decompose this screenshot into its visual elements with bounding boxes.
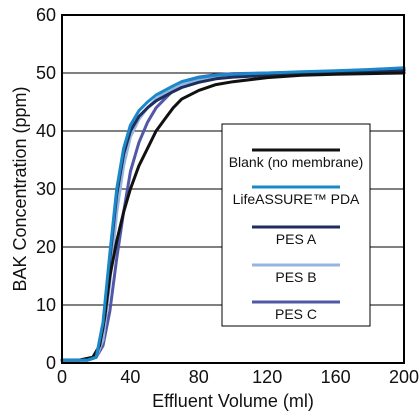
series-line-1 xyxy=(60,66,406,362)
x-axis-ticks: 0 40 80 120 160 200 xyxy=(57,367,419,387)
x-tick-label: 160 xyxy=(321,367,351,387)
y-tick-label: 20 xyxy=(36,237,56,257)
legend-label: PES A xyxy=(276,231,317,247)
x-axis-title: Effluent Volume (ml) xyxy=(152,391,314,411)
x-tick-label: 0 xyxy=(57,367,67,387)
x-tick-label: 40 xyxy=(120,367,140,387)
y-axis-ticks: 0 10 20 30 40 50 60 xyxy=(36,5,56,373)
legend-label: Blank (no membrane) xyxy=(229,154,364,170)
y-axis-title: BAK Concentration (ppm) xyxy=(10,86,30,291)
x-tick-label: 80 xyxy=(189,367,209,387)
legend-box xyxy=(221,123,371,327)
y-tick-label: 50 xyxy=(36,63,56,83)
y-tick-label: 60 xyxy=(36,5,56,25)
legend-label: PES C xyxy=(275,306,317,322)
plot-frame xyxy=(61,14,405,364)
y-tick-label: 40 xyxy=(36,121,56,141)
y-tick-label: 30 xyxy=(36,179,56,199)
legend-label: PES B xyxy=(275,269,316,285)
legend: Blank (no membrane) LifeASSURE™ PDA PES A P… xyxy=(221,123,371,327)
y-tick-label: 0 xyxy=(46,353,56,373)
x-tick-label: 120 xyxy=(252,367,282,387)
x-tick-label: 200 xyxy=(389,367,419,387)
y-tick-label: 10 xyxy=(36,295,56,315)
legend-label: LifeASSURE™ PDA xyxy=(233,191,360,207)
series-lines xyxy=(60,66,406,362)
